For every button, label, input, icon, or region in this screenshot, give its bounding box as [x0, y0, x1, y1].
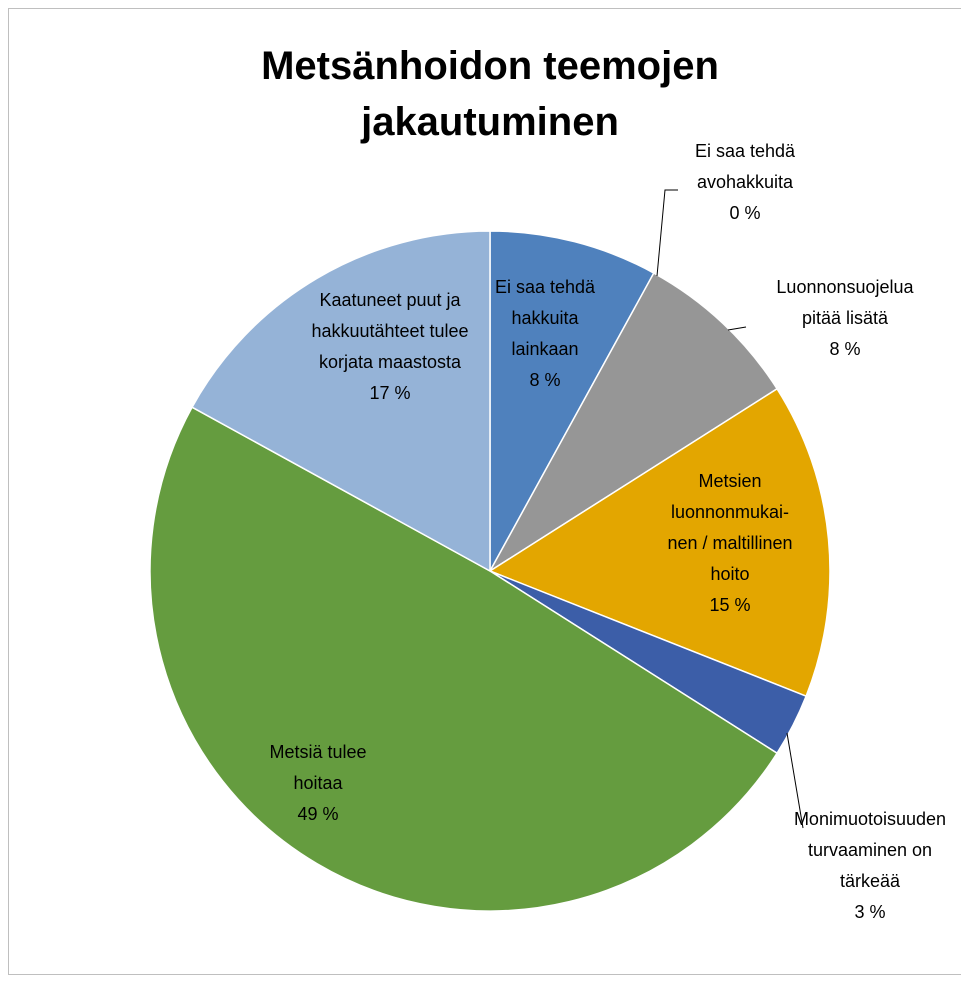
- chart-border: [8, 8, 961, 975]
- category-label: Luonnonsuoje­lua pitää lisätä: [776, 277, 914, 328]
- value-label: 17 %: [369, 383, 411, 403]
- leader-line: [727, 326, 747, 331]
- value-label: 3 %: [854, 902, 886, 922]
- pie-slice: [149, 406, 779, 912]
- data-label: Ei saa tehdä avohakkuita 0 %: [680, 136, 810, 229]
- data-label: Metsien luonnonmukai­nen / maltillinen h…: [666, 466, 794, 621]
- value-label: 15 %: [709, 595, 751, 615]
- value-label: 8 %: [829, 339, 861, 359]
- category-label: Ei saa tehdä hakkuita lainkaan: [494, 277, 596, 359]
- pie-slice: [488, 387, 831, 698]
- category-label: Kaatuneet puut ja hakkuutähteet tulee ko…: [311, 290, 469, 372]
- value-label: 0 %: [729, 203, 761, 223]
- category-label: Ei saa tehdä avohakkuita: [694, 141, 796, 192]
- pie-slice: [489, 272, 779, 572]
- category-label: Metsiä tulee hoitaa: [269, 742, 367, 793]
- data-label: Kaatuneet puut ja hakkuutähteet tulee ko…: [310, 285, 470, 409]
- data-label: Monimuotoi­suuden turvaaminen on tärkeää…: [783, 804, 958, 928]
- leader-line: [786, 732, 804, 829]
- value-label: 49 %: [297, 804, 339, 824]
- pie-slice: [191, 230, 491, 573]
- data-label: Luonnonsuoje­lua pitää lisätä 8 %: [765, 272, 925, 365]
- category-label: Metsien luonnonmukai­nen / maltillinen h…: [667, 471, 793, 584]
- value-label: 8 %: [529, 370, 561, 390]
- leader-line: [656, 189, 678, 277]
- data-label: Ei saa tehdä hakkuita lainkaan 8 %: [483, 272, 608, 396]
- chart-title: Metsänhoidon teemojen jakautuminen: [261, 44, 719, 144]
- pie-slice: [489, 230, 655, 572]
- data-label: Metsiä tulee hoitaa 49 %: [243, 737, 393, 830]
- category-label: Monimuotoi­suuden turvaaminen on tärkeää: [793, 809, 947, 891]
